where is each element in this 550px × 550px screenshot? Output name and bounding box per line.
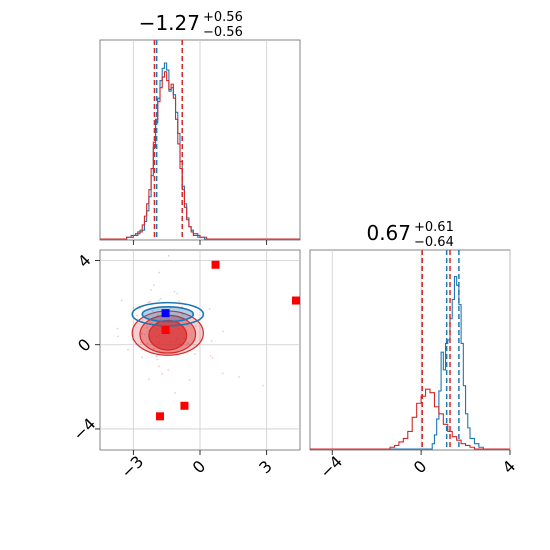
joint-panel: −3 0 3 −4 0 4 — [69, 249, 301, 482]
joint-y-tick-label-1: 0 — [74, 335, 95, 356]
top-histogram-series-0 — [100, 62, 300, 240]
right-title-lower-error: −0.64 — [414, 235, 454, 250]
background-sample — [157, 365, 160, 368]
background-sample — [238, 376, 240, 378]
joint-y-tick-label-2: 4 — [74, 251, 95, 272]
joint-x-tick-label-2: 3 — [255, 457, 276, 478]
joint-y-tick-label-0: −4 — [69, 414, 99, 444]
right-x-tick-label-2: 4 — [499, 457, 520, 478]
blue-marker-0 — [161, 309, 170, 318]
background-sample — [210, 340, 213, 343]
background-sample — [187, 342, 190, 345]
red-marker-0 — [211, 260, 220, 269]
right-marginal-x-ticks: −4 0 4 — [316, 450, 519, 482]
background-sample — [159, 318, 162, 320]
top-title-lower-error: −0.56 — [203, 25, 243, 40]
joint-y-ticks: −4 0 4 — [69, 251, 100, 444]
background-sample — [116, 327, 119, 330]
top-marginal-panel: −1.27 +0.56 −0.56 — [99, 10, 301, 245]
background-sample — [147, 301, 150, 304]
red-marker-1 — [292, 296, 300, 305]
background-sample — [149, 300, 152, 303]
background-sample — [181, 313, 184, 316]
background-sample — [151, 310, 154, 312]
right-marginal-frame — [309, 249, 511, 451]
right-x-tick-label-0: −4 — [316, 452, 346, 482]
background-sample — [221, 372, 224, 375]
background-sample — [159, 298, 162, 300]
background-sample — [127, 348, 129, 351]
top-title-upper-error: +0.56 — [203, 10, 243, 25]
background-sample — [173, 290, 176, 293]
blue-contour-level-0 — [131, 301, 205, 327]
background-sample — [156, 358, 158, 361]
right-marginal-grid — [331, 250, 511, 450]
background-sample — [193, 353, 196, 355]
joint-contours — [131, 301, 205, 356]
right-marginal-quantile-lines — [421, 250, 460, 450]
background-sample — [211, 357, 214, 359]
background-sample — [261, 384, 264, 387]
right-histogram-series-1 — [310, 388, 510, 450]
background-sample — [120, 299, 123, 302]
background-sample — [141, 356, 144, 359]
background-sample — [131, 338, 134, 341]
red-marker-4 — [180, 401, 189, 410]
right-title-value: 0.67 — [366, 221, 411, 245]
top-histogram-series-1 — [100, 71, 300, 240]
background-sample — [195, 325, 197, 327]
background-sample — [139, 341, 142, 344]
background-sample — [149, 321, 152, 324]
right-marginal-panel: −4 0 4 0.67 +0.61 −0.64 — [309, 220, 519, 482]
background-sample — [132, 307, 135, 309]
background-sample — [148, 378, 150, 381]
background-sample — [151, 322, 154, 325]
background-sample — [186, 341, 189, 344]
background-sample — [146, 342, 149, 345]
red-marker-3 — [156, 412, 164, 421]
joint-x-ticks: −3 0 3 — [117, 450, 276, 482]
background-sample — [178, 300, 180, 302]
background-sample — [167, 254, 170, 257]
background-sample — [176, 292, 179, 295]
background-sample — [208, 308, 211, 311]
background-sample — [174, 392, 176, 394]
top-marginal-title: −1.27 +0.56 −0.56 — [139, 10, 243, 40]
background-sample — [157, 314, 159, 316]
background-sample — [188, 379, 191, 382]
background-sample — [158, 271, 161, 274]
red-contour-level-2 — [148, 319, 188, 351]
background-sample — [152, 347, 155, 350]
right-marginal-histograms — [310, 275, 510, 450]
background-sample — [136, 314, 138, 317]
joint-x-tick-label-0: −3 — [117, 452, 147, 482]
right-title-upper-error: +0.61 — [414, 220, 454, 235]
background-sample — [146, 326, 148, 329]
joint-x-tick-label-1: 0 — [189, 457, 210, 478]
background-sample — [155, 355, 158, 358]
background-sample — [167, 368, 170, 371]
joint-grid — [100, 250, 300, 450]
top-marginal-histograms — [100, 62, 300, 240]
right-x-tick-label-1: 0 — [410, 457, 431, 478]
joint-markers — [156, 260, 300, 421]
top-marginal-quantile-lines — [153, 40, 183, 240]
background-sample — [152, 284, 155, 287]
right-marginal-title: 0.67 +0.61 −0.64 — [366, 220, 453, 250]
top-title-value: −1.27 — [139, 11, 200, 35]
background-sample — [161, 372, 163, 375]
right-histogram-series-0 — [310, 275, 510, 450]
red-marker-2 — [161, 326, 170, 334]
background-sample — [158, 299, 160, 302]
background-sample — [143, 333, 146, 336]
top-marginal-grid — [132, 40, 268, 245]
background-sample — [116, 335, 119, 338]
background-sample — [209, 354, 212, 357]
background-sample — [140, 332, 143, 335]
background-sample — [150, 289, 153, 291]
background-sample — [222, 330, 225, 333]
